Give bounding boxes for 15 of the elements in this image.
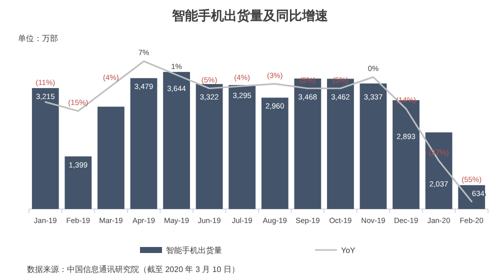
legend-label: 智能手机出货量	[166, 246, 222, 255]
bar	[360, 83, 387, 209]
bar	[163, 72, 190, 209]
source-note: 数据来源：中国信息通讯研究院（截至 2020 年 3 月 10 日）	[27, 265, 240, 274]
text: 单位：万部	[18, 34, 58, 43]
chart-title: 智能手机出货量及同比增速	[171, 8, 329, 23]
bar	[294, 78, 322, 209]
bar	[327, 78, 354, 209]
legend-label: YoY	[341, 246, 356, 255]
bar	[196, 84, 223, 209]
bar	[98, 106, 124, 209]
bar	[261, 98, 288, 209]
bar	[32, 88, 59, 209]
bar	[130, 78, 158, 209]
bar	[228, 85, 256, 209]
